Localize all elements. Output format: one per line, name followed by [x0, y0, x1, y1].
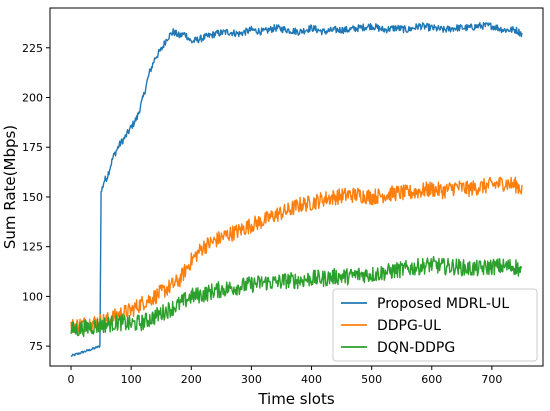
x-tick-label: 0 [68, 373, 75, 386]
y-axis-label: Sum Rate(Mbps) [1, 125, 19, 249]
series-line-2 [70, 255, 523, 338]
y-tick-label: 100 [22, 290, 43, 303]
y-tick-label: 225 [22, 42, 43, 55]
y-tick-label: 150 [22, 191, 43, 204]
legend: Proposed MDRL-UL DDPG-UL DQN-DDPG [332, 288, 538, 362]
axes: 0 100 200 300 400 500 600 700 75 100 125 150 175 200 2… [1, 7, 544, 408]
legend-label: DDPG-UL [377, 318, 441, 334]
y-tick-label: 125 [22, 241, 43, 254]
x-tick-label: 600 [421, 373, 442, 386]
x-tick-label: 300 [241, 373, 262, 386]
legend-box [332, 288, 538, 362]
x-tick-label: 500 [361, 373, 382, 386]
y-tick-label: 200 [22, 92, 43, 105]
plot-frame [49, 7, 544, 367]
series-line-0 [70, 21, 523, 358]
x-tick-label: 200 [181, 373, 202, 386]
legend-label: Proposed MDRL-UL [377, 296, 509, 312]
series-line-1 [70, 176, 523, 334]
x-tick-label: 700 [481, 373, 502, 386]
x-tick-label: 100 [121, 373, 142, 386]
y-tick-label: 175 [22, 141, 43, 154]
x-axis-label: Time slots [257, 390, 335, 408]
x-tick-label: 400 [301, 373, 322, 386]
legend-label: DQN-DDPG [377, 340, 455, 356]
y-tick-label: 75 [29, 340, 43, 353]
plot-area [70, 21, 523, 358]
